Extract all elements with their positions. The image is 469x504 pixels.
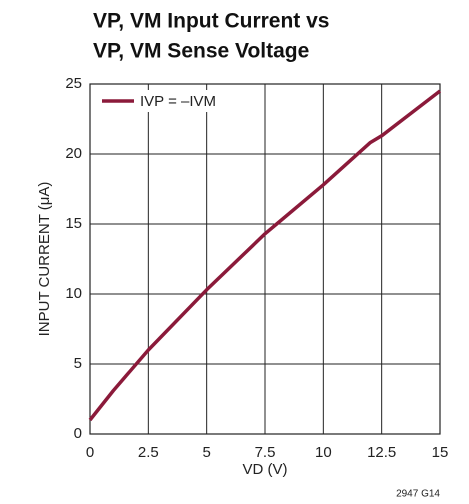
y-axis-label: INPUT CURRENT (μA) bbox=[36, 182, 53, 337]
x-tick-label: 7.5 bbox=[255, 444, 276, 461]
legend-background bbox=[96, 90, 246, 112]
plot-frame bbox=[89, 83, 441, 435]
y-tick-label: 25 bbox=[65, 75, 82, 92]
figure-code: 2947 G14 bbox=[396, 489, 440, 500]
x-tick-label: 2.5 bbox=[138, 444, 159, 461]
x-tick-label: 10 bbox=[315, 444, 332, 461]
x-axis-label: VD (V) bbox=[243, 461, 288, 478]
y-tick-label: 5 bbox=[74, 355, 82, 372]
y-tick-label: 20 bbox=[65, 145, 82, 162]
legend-label: IVP = –IVM bbox=[140, 93, 216, 110]
x-tick-label: 0 bbox=[86, 444, 94, 461]
y-tick-label: 10 bbox=[65, 285, 82, 302]
x-tick-label: 15 bbox=[432, 444, 449, 461]
x-tick-label: 5 bbox=[202, 444, 210, 461]
y-tick-label: 15 bbox=[65, 215, 82, 232]
y-tick-label: 0 bbox=[74, 425, 82, 442]
x-tick-label: 12.5 bbox=[367, 444, 396, 461]
data-line bbox=[88, 89, 442, 422]
chart-title: VP, VM Input Current vs bbox=[93, 10, 330, 33]
chart-title: VP, VM Sense Voltage bbox=[93, 40, 309, 63]
